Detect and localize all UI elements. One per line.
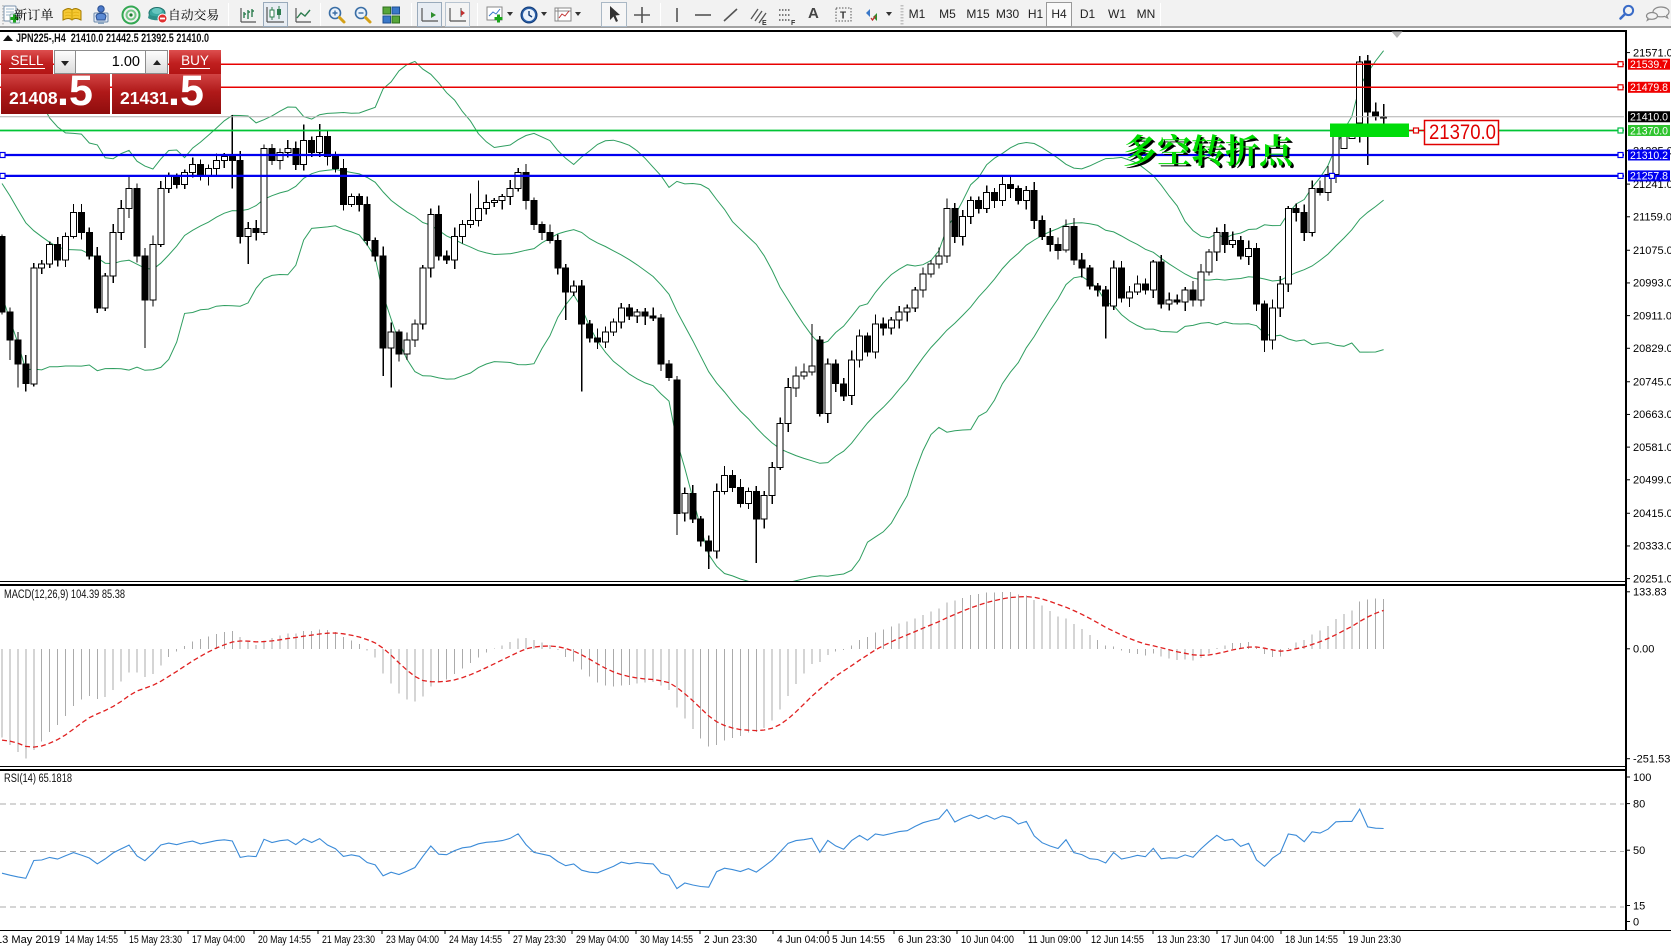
svg-text:20993.0: 20993.0	[1633, 278, 1671, 290]
svg-text:11 Jun 09:00: 11 Jun 09:00	[1028, 934, 1081, 946]
svg-text:27 May 23:30: 27 May 23:30	[513, 934, 566, 946]
svg-text:15: 15	[1633, 900, 1645, 912]
svg-text:-251.53: -251.53	[1633, 754, 1670, 766]
svg-text:13 Jun 23:30: 13 Jun 23:30	[1157, 934, 1210, 946]
svg-text:20415.0: 20415.0	[1633, 508, 1671, 520]
svg-text:20911.0: 20911.0	[1633, 310, 1671, 322]
svg-text:23 May 04:00: 23 May 04:00	[386, 934, 439, 946]
svg-text:5 Jun 14:55: 5 Jun 14:55	[832, 934, 885, 946]
svg-text:24 May 14:55: 24 May 14:55	[449, 934, 502, 946]
svg-text:JPN225-,H4 21410.0 21442.5 21: JPN225-,H4 21410.0 21442.5 21392.5 21410…	[16, 33, 209, 45]
svg-text:0: 0	[1633, 916, 1639, 928]
svg-text:21479.8: 21479.8	[1630, 82, 1668, 94]
svg-text:29 May 04:00: 29 May 04:00	[576, 934, 629, 946]
svg-text:E: E	[762, 20, 767, 27]
svg-text:21410.0: 21410.0	[1630, 112, 1668, 124]
svg-text:18 Jun 14:55: 18 Jun 14:55	[1285, 934, 1338, 946]
svg-text:21257.8: 21257.8	[1630, 171, 1668, 183]
svg-text:100: 100	[1633, 772, 1651, 784]
svg-text:50: 50	[1633, 845, 1645, 857]
svg-text:20 May 14:55: 20 May 14:55	[258, 934, 311, 946]
svg-text:12 Jun 14:55: 12 Jun 14:55	[1091, 934, 1144, 946]
svg-text:21310.2: 21310.2	[1630, 150, 1668, 162]
svg-text:T: T	[840, 11, 846, 22]
svg-text:21241.0: 21241.0	[1633, 179, 1671, 191]
svg-text:133.83: 133.83	[1633, 587, 1667, 599]
svg-text:0.00: 0.00	[1633, 644, 1654, 656]
svg-text:20745.0: 20745.0	[1633, 377, 1671, 389]
svg-text:20829.0: 20829.0	[1633, 343, 1671, 355]
svg-text:14 May 14:55: 14 May 14:55	[65, 934, 118, 946]
svg-text:21159.0: 21159.0	[1633, 212, 1671, 224]
svg-text:2 Jun 23:30: 2 Jun 23:30	[704, 934, 757, 946]
svg-text:13 May 2019: 13 May 2019	[0, 934, 60, 946]
svg-text:20663.0: 20663.0	[1633, 409, 1671, 421]
svg-text:21370.0: 21370.0	[1630, 125, 1668, 137]
svg-text:20499.0: 20499.0	[1633, 475, 1671, 487]
svg-text:21571.0: 21571.0	[1633, 47, 1671, 59]
svg-text:20581.0: 20581.0	[1633, 442, 1671, 454]
svg-text:6 Jun 23:30: 6 Jun 23:30	[898, 934, 951, 946]
svg-text:15 May 23:30: 15 May 23:30	[129, 934, 182, 946]
svg-text:20251.0: 20251.0	[1633, 573, 1671, 585]
svg-text:RSI(14) 65.1818: RSI(14) 65.1818	[4, 773, 72, 785]
svg-text:21539.7: 21539.7	[1630, 59, 1668, 71]
svg-text:80: 80	[1633, 798, 1645, 810]
svg-text:17 May 04:00: 17 May 04:00	[192, 934, 245, 946]
svg-text:20333.0: 20333.0	[1633, 541, 1671, 553]
svg-text:19 Jun 23:30: 19 Jun 23:30	[1348, 934, 1401, 946]
svg-text:21370.0: 21370.0	[1429, 121, 1496, 144]
svg-text:21 May 23:30: 21 May 23:30	[322, 934, 375, 946]
svg-text:10 Jun 04:00: 10 Jun 04:00	[961, 934, 1014, 946]
svg-text:MACD(12,26,9) 104.39 85.38: MACD(12,26,9) 104.39 85.38	[4, 589, 125, 601]
svg-text:4 Jun 04:00: 4 Jun 04:00	[777, 934, 830, 946]
svg-text:30 May 14:55: 30 May 14:55	[640, 934, 693, 946]
svg-text:17 Jun 04:00: 17 Jun 04:00	[1221, 934, 1274, 946]
svg-text:F: F	[791, 20, 796, 27]
svg-text:21075.0: 21075.0	[1633, 245, 1671, 257]
